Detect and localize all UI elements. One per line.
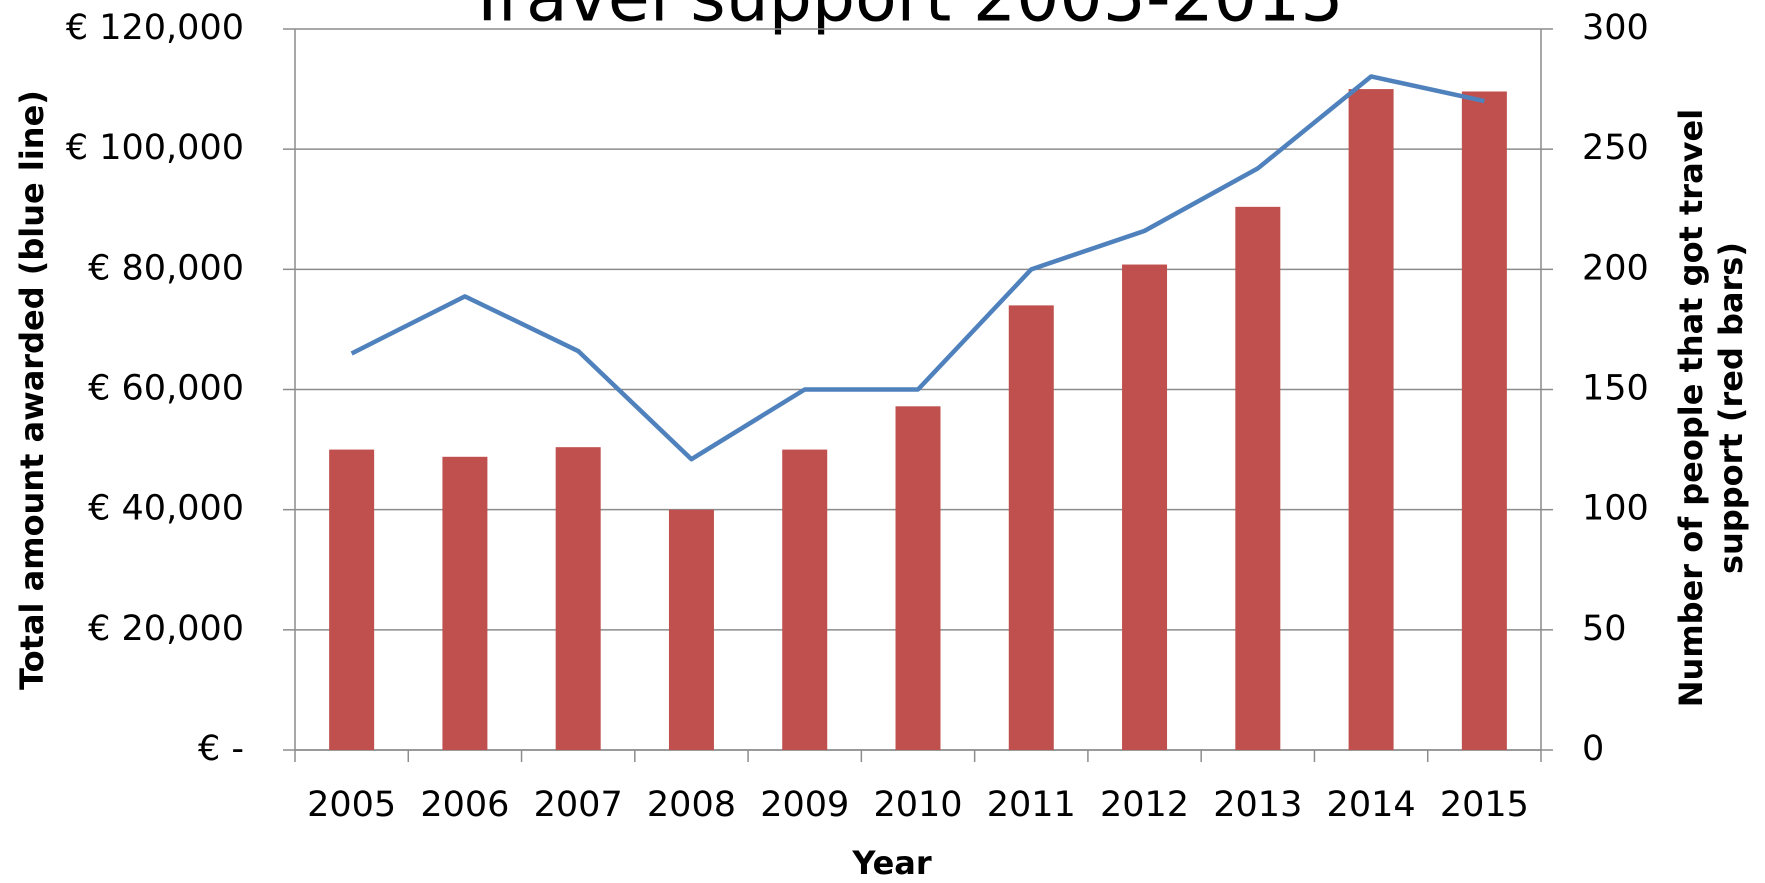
bar [668, 509, 714, 750]
y-tick-label: € 80,000 [88, 248, 244, 288]
bar [1461, 91, 1507, 750]
bar [442, 456, 488, 750]
x-tick-label: 2010 [873, 785, 962, 825]
y2-tick-label: 50 [1582, 609, 1627, 649]
bar [329, 449, 375, 750]
y2-axis-title: Number of people that got travel support… [1672, 108, 1750, 708]
x-axis-title: Year [851, 844, 932, 882]
x-tick-label: 2005 [307, 785, 396, 825]
x-tick-label: 2007 [534, 785, 623, 825]
x-tick-label: 2011 [987, 785, 1076, 825]
y-tick-label: € 100,000 [66, 128, 244, 168]
x-tick-label: 2012 [1100, 785, 1189, 825]
y-tick-label: € 120,000 [66, 8, 244, 48]
x-tick-label: 2008 [647, 785, 736, 825]
bar [1122, 264, 1168, 750]
bar [1235, 206, 1281, 750]
y2-tick-label: 150 [1582, 369, 1649, 409]
y-tick-label: € 20,000 [88, 609, 244, 649]
chart-title: Travel support 2005-2015 [465, 0, 1343, 38]
x-tick-label: 2006 [420, 785, 509, 825]
y-axis-title: Total amount awarded (blue line) [13, 90, 51, 690]
x-tick-label: 2014 [1327, 785, 1416, 825]
x-tick-label: 2009 [760, 785, 849, 825]
x-tick-label: 2013 [1213, 785, 1302, 825]
bar [1008, 305, 1054, 750]
y-tick-label: € 60,000 [88, 369, 244, 409]
line [350, 74, 1485, 462]
bar [555, 447, 601, 750]
bar [895, 406, 941, 750]
y2-tick-label: 300 [1582, 8, 1649, 48]
bar [1348, 89, 1394, 751]
y2-tick-label: 200 [1582, 248, 1649, 288]
y2-tick-label: 250 [1582, 128, 1649, 168]
y-tick-label: € - [198, 729, 244, 769]
x-tick-label: 2015 [1440, 785, 1529, 825]
y2-tick-label: 100 [1582, 489, 1649, 529]
y2-tick-label: 0 [1582, 729, 1604, 769]
bar [782, 449, 828, 750]
y-tick-label: € 40,000 [88, 489, 244, 529]
